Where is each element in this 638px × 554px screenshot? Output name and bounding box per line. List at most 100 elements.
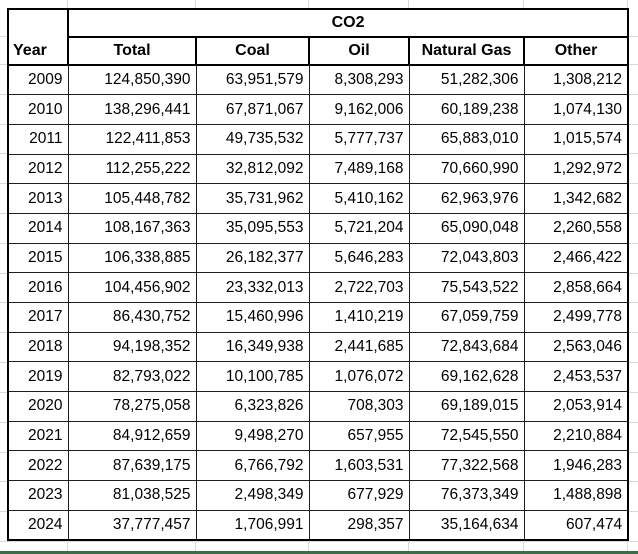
cell-total[interactable]: 87,639,175 [67,450,197,482]
cell-coal[interactable]: 1,706,991 [195,509,310,541]
cell-total[interactable]: 82,793,022 [67,361,197,393]
cell-total[interactable]: 105,448,782 [67,183,197,214]
cell-coal[interactable]: 2,498,349 [195,480,310,511]
cell-natural-gas[interactable]: 62,963,976 [408,183,525,214]
cell-oil[interactable]: 657,955 [308,420,410,452]
cell-natural-gas[interactable]: 35,164,634 [408,509,525,541]
cell-year[interactable]: 2014 [7,212,69,244]
cell-natural-gas[interactable]: 72,043,803 [408,242,525,274]
cell-year[interactable]: 2017 [7,302,69,333]
cell-coal[interactable]: 23,332,013 [195,272,310,303]
cell-total[interactable]: 37,777,457 [67,509,197,541]
cell-other[interactable]: 2,563,046 [523,331,629,363]
cell-other[interactable]: 2,053,914 [523,391,629,422]
cell-total[interactable]: 124,850,390 [67,64,197,96]
cell-natural-gas[interactable]: 69,189,015 [408,391,525,422]
cell-oil[interactable]: 5,777,737 [308,123,410,155]
cell-oil[interactable]: 9,162,006 [308,94,410,125]
column-header-natural-gas[interactable]: Natural Gas [408,36,525,66]
cell-other[interactable]: 1,342,682 [523,183,629,214]
cell-coal[interactable]: 35,731,962 [195,183,310,214]
cell-natural-gas[interactable]: 72,843,684 [408,331,525,363]
cell-natural-gas[interactable]: 51,282,306 [408,64,525,96]
cell-oil[interactable]: 5,410,162 [308,183,410,214]
cell-total[interactable]: 108,167,363 [67,212,197,244]
cell-other[interactable]: 1,074,130 [523,94,629,125]
cell-other[interactable]: 2,453,537 [523,361,629,393]
cell-coal[interactable]: 49,735,532 [195,123,310,155]
cell-other[interactable]: 607,474 [523,509,629,541]
cell-oil[interactable]: 2,722,703 [308,272,410,303]
cell-year[interactable]: 2016 [7,272,69,303]
cell-oil[interactable]: 8,308,293 [308,64,410,96]
cell-total[interactable]: 86,430,752 [67,302,197,333]
column-header-total[interactable]: Total [67,36,197,66]
column-header-coal[interactable]: Coal [195,36,310,66]
cell-total[interactable]: 106,338,885 [67,242,197,274]
cell-oil[interactable]: 1,076,072 [308,361,410,393]
cell-other[interactable]: 2,260,558 [523,212,629,244]
cell-coal[interactable]: 67,871,067 [195,94,310,125]
cell-coal[interactable]: 15,460,996 [195,302,310,333]
cell-other[interactable]: 2,466,422 [523,242,629,274]
cell-total[interactable]: 138,296,441 [67,94,197,125]
cell-oil[interactable]: 298,357 [308,509,410,541]
column-header-year[interactable]: Year [7,8,69,66]
cell-coal[interactable]: 16,349,938 [195,331,310,363]
cell-coal[interactable]: 6,766,792 [195,450,310,482]
cell-natural-gas[interactable]: 67,059,759 [408,302,525,333]
cell-total[interactable]: 112,255,222 [67,153,197,185]
cell-other[interactable]: 1,292,972 [523,153,629,185]
cell-year[interactable]: 2010 [7,94,69,125]
cell-other[interactable]: 2,499,778 [523,302,629,333]
cell-oil[interactable]: 5,721,204 [308,212,410,244]
cell-other[interactable]: 2,210,884 [523,420,629,452]
cell-coal[interactable]: 32,812,092 [195,153,310,185]
cell-oil[interactable]: 677,929 [308,480,410,511]
cell-coal[interactable]: 6,323,826 [195,391,310,422]
cell-oil[interactable]: 708,303 [308,391,410,422]
cell-year[interactable]: 2011 [7,123,69,155]
cell-other[interactable]: 1,308,212 [523,64,629,96]
cell-year[interactable]: 2013 [7,183,69,214]
column-header-oil[interactable]: Oil [308,36,410,66]
cell-total[interactable]: 81,038,525 [67,480,197,511]
cell-year[interactable]: 2018 [7,331,69,363]
cell-natural-gas[interactable]: 70,660,990 [408,153,525,185]
cell-coal[interactable]: 26,182,377 [195,242,310,274]
cell-year[interactable]: 2012 [7,153,69,185]
cell-natural-gas[interactable]: 75,543,522 [408,272,525,303]
column-header-other[interactable]: Other [522,36,630,66]
cell-natural-gas[interactable]: 76,373,349 [408,480,525,511]
cell-year[interactable]: 2019 [7,361,69,393]
cell-other[interactable]: 1,015,574 [523,123,629,155]
cell-coal[interactable]: 9,498,270 [195,420,310,452]
cell-year[interactable]: 2022 [7,450,69,482]
cell-year[interactable]: 2020 [7,391,69,422]
cell-year[interactable]: 2009 [7,64,69,96]
group-header-co2[interactable]: CO2 [66,8,630,38]
cell-year[interactable]: 2021 [7,420,69,452]
cell-other[interactable]: 2,858,664 [523,272,629,303]
cell-other[interactable]: 1,488,898 [523,480,629,511]
cell-natural-gas[interactable]: 77,322,568 [408,450,525,482]
cell-oil[interactable]: 1,603,531 [308,450,410,482]
cell-natural-gas[interactable]: 72,545,550 [408,420,525,452]
cell-total[interactable]: 122,411,853 [67,123,197,155]
cell-total[interactable]: 94,198,352 [67,331,197,363]
cell-natural-gas[interactable]: 60,189,238 [408,94,525,125]
cell-year[interactable]: 2023 [7,480,69,511]
cell-year[interactable]: 2024 [7,509,69,541]
cell-total[interactable]: 78,275,058 [67,391,197,422]
cell-natural-gas[interactable]: 65,090,048 [408,212,525,244]
cell-natural-gas[interactable]: 69,162,628 [408,361,525,393]
cell-oil[interactable]: 7,489,168 [308,153,410,185]
cell-other[interactable]: 1,946,283 [523,450,629,482]
cell-year[interactable]: 2015 [7,242,69,274]
cell-oil[interactable]: 2,441,685 [308,331,410,363]
cell-total[interactable]: 84,912,659 [67,420,197,452]
cell-coal[interactable]: 10,100,785 [195,361,310,393]
cell-coal[interactable]: 63,951,579 [195,64,310,96]
cell-coal[interactable]: 35,095,553 [195,212,310,244]
cell-natural-gas[interactable]: 65,883,010 [408,123,525,155]
